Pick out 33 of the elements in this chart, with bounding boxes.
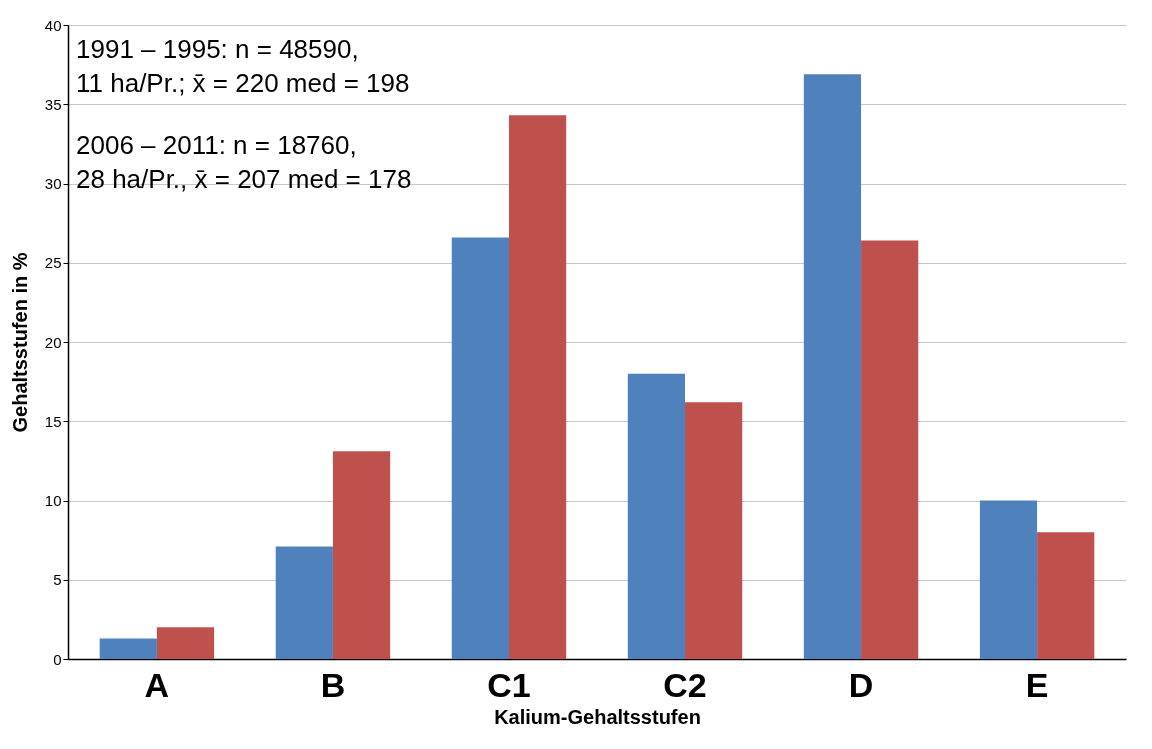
y-tick-label: 35 — [44, 95, 62, 113]
bar — [99, 638, 157, 659]
y-tick-label: 20 — [44, 333, 62, 351]
annotation: 28 ha/Pr., x̄ = 207 med = 178 — [76, 164, 412, 194]
x-tick-label: C2 — [663, 665, 707, 704]
x-tick-label: C1 — [487, 665, 531, 704]
x-tick-label: E — [1025, 665, 1049, 704]
y-tick-label: 30 — [44, 175, 62, 192]
x-tick-label: B — [320, 665, 346, 704]
y-tick-label: 10 — [44, 492, 62, 509]
x-axis-title: Kalium-Gehaltsstufen — [494, 705, 701, 728]
y-axis-title: Gehaltsstufen in % — [8, 252, 31, 433]
x-tick-label: D — [848, 665, 874, 704]
y-tick-label: 5 — [53, 571, 62, 589]
bar — [156, 627, 215, 659]
bar — [275, 546, 333, 659]
bar — [979, 500, 1038, 659]
bar — [861, 240, 919, 659]
annotation: 2006 – 2011: n = 18760, — [76, 130, 357, 160]
bar — [627, 373, 686, 659]
bar — [685, 402, 743, 659]
bar — [1037, 532, 1095, 659]
bar — [332, 451, 391, 659]
x-tick-label: A — [144, 665, 170, 704]
y-tick-label: 25 — [44, 254, 62, 272]
y-tick-label: 15 — [44, 412, 62, 430]
bar — [803, 74, 862, 659]
bar — [451, 237, 509, 659]
y-tick-label: 0 — [53, 650, 62, 668]
annotation: 1991 – 1995: n = 48590, — [76, 34, 359, 64]
annotation: 11 ha/Pr.; x̄ = 220 med = 198 — [76, 68, 410, 98]
y-tick-label: 40 — [44, 16, 62, 34]
bar — [508, 115, 567, 659]
